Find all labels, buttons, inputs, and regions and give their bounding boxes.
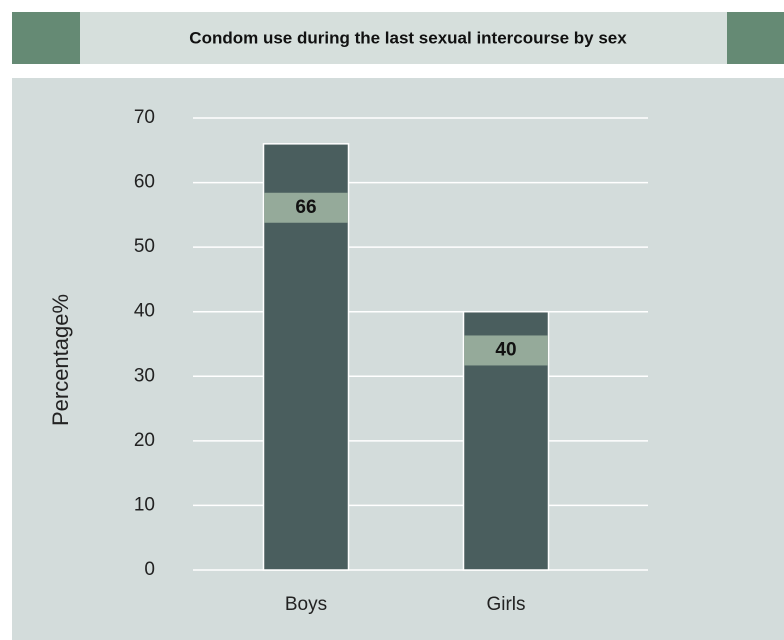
- y-tick-label: 30: [134, 365, 155, 386]
- header-accent-left: [12, 12, 80, 64]
- header-band: [80, 12, 727, 64]
- value-label: 66: [295, 197, 316, 218]
- value-label-band: [264, 192, 348, 223]
- value-label: 40: [495, 339, 516, 360]
- chart-title: Condom use during the last sexual interc…: [189, 28, 627, 47]
- y-tick-label: 50: [134, 236, 155, 257]
- y-axis-label: Percentage%: [48, 294, 73, 426]
- y-tick-label: 20: [134, 430, 155, 451]
- header-accent-right: [727, 12, 784, 64]
- plot-panel: [12, 78, 784, 640]
- y-tick-label: 0: [144, 559, 155, 580]
- y-tick-label: 40: [134, 301, 155, 322]
- x-tick-label: Boys: [285, 594, 327, 615]
- y-tick-label: 10: [134, 494, 155, 515]
- x-tick-label: Girls: [486, 594, 525, 615]
- y-tick-label: 70: [134, 107, 155, 128]
- y-tick-label: 60: [134, 172, 155, 193]
- value-label-band: [464, 335, 548, 366]
